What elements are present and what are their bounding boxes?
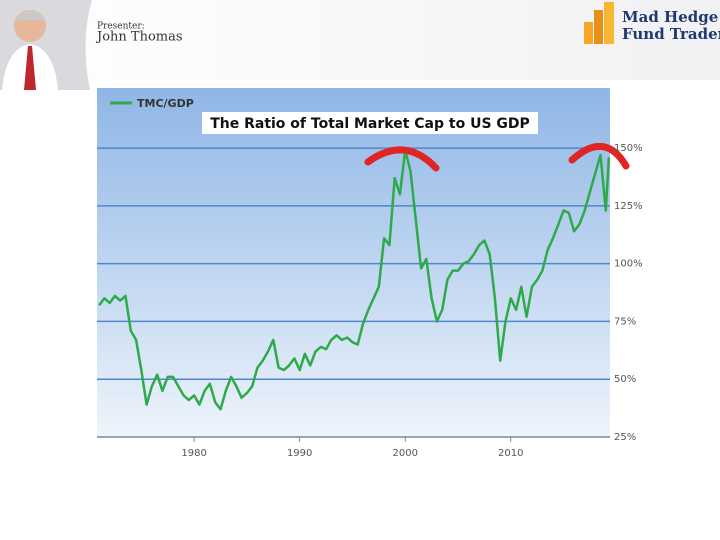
presenter-name: John Thomas bbox=[95, 30, 183, 45]
y-tick-label: 150% bbox=[614, 143, 643, 154]
data-line bbox=[98, 149, 611, 411]
chart-title: The Ratio of Total Market Cap to US GDP bbox=[210, 116, 530, 132]
title-box bbox=[202, 112, 538, 134]
highlight-arc bbox=[364, 146, 440, 172]
y-tick-label: 50% bbox=[614, 374, 636, 385]
logo-text: Fund Trader bbox=[622, 25, 720, 43]
x-tick-label: 1990 bbox=[287, 448, 312, 459]
highlight-arc bbox=[568, 142, 630, 170]
logo-text: Mad Hedge bbox=[622, 8, 718, 26]
presenter-photo bbox=[0, 0, 92, 90]
y-tick-label: 100% bbox=[614, 259, 643, 270]
x-tick-label: 2000 bbox=[392, 448, 417, 459]
y-tick-label: 25% bbox=[614, 432, 636, 443]
y-tick-label: 75% bbox=[614, 316, 636, 327]
x-tick-label: 2010 bbox=[498, 448, 523, 459]
logo-icon bbox=[584, 2, 614, 44]
presenter-label: Presenter: bbox=[97, 22, 145, 32]
plot-area bbox=[97, 88, 610, 437]
legend-label: TMC/GDP bbox=[137, 97, 194, 110]
x-tick-label: 1980 bbox=[181, 448, 206, 459]
y-tick-label: 125% bbox=[614, 201, 643, 212]
